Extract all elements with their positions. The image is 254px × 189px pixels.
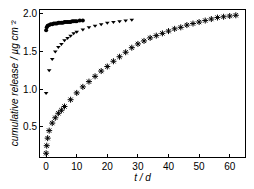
svg-text:10: 10 <box>71 161 83 172</box>
svg-text:1.5: 1.5 <box>23 46 37 57</box>
svg-text:20: 20 <box>102 161 114 172</box>
svg-text:30: 30 <box>132 161 144 172</box>
svg-text:60: 60 <box>224 161 236 172</box>
svg-text:t / d: t / d <box>134 172 151 183</box>
svg-text:50: 50 <box>194 161 206 172</box>
svg-text:40: 40 <box>163 161 175 172</box>
svg-text:0.5: 0.5 <box>23 121 37 132</box>
svg-text:cumulative release / µg cm⁻²: cumulative release / µg cm⁻² <box>9 20 20 146</box>
svg-text:0: 0 <box>43 161 49 172</box>
svg-text:1.0: 1.0 <box>23 84 37 95</box>
svg-text:2.0: 2.0 <box>23 8 37 19</box>
